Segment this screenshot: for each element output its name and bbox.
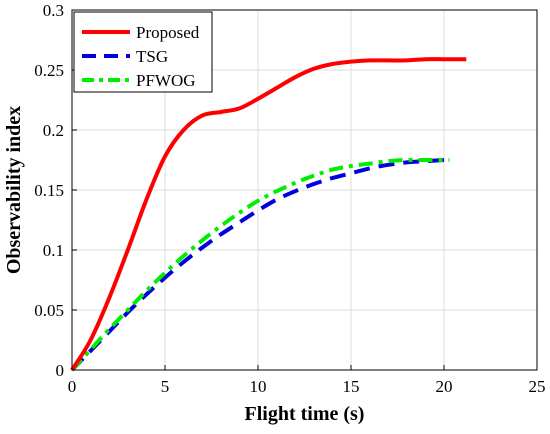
y-tick-label: 0.2	[43, 121, 64, 140]
y-axis-title: Observability index	[3, 106, 25, 274]
legend: Proposed TSG PFWOG	[73, 11, 213, 93]
y-tick-label: 0.05	[34, 301, 64, 320]
x-tick-label: 5	[161, 377, 170, 396]
legend-label-proposed: Proposed	[136, 23, 200, 42]
y-tick-label: 0.1	[43, 241, 64, 260]
y-tick-label: 0.25	[34, 61, 64, 80]
y-tick-label: 0	[56, 361, 65, 380]
series-line-proposed	[70, 57, 467, 372]
x-tick-label: 10	[250, 377, 267, 396]
series-lines	[70, 57, 467, 372]
series-line-tsg	[70, 158, 445, 372]
y-tick-label: 0.15	[34, 181, 64, 200]
x-tick-label: 20	[436, 377, 453, 396]
legend-label-pfwog: PFWOG	[136, 71, 196, 90]
series-line-pfwog	[70, 157, 450, 372]
x-tick-label: 15	[343, 377, 360, 396]
legend-box	[73, 11, 213, 93]
y-tick-label: 0.3	[43, 1, 64, 20]
legend-label-tsg: TSG	[136, 47, 168, 66]
x-axis-title: Flight time (s)	[245, 403, 365, 425]
x-tick-label: 25	[529, 377, 546, 396]
axis-ticks: 0 5 10 15 20 25 0 0.05 0.1 0.15 0.2 0.25 0.3	[34, 1, 545, 396]
x-tick-label: 0	[68, 377, 77, 396]
